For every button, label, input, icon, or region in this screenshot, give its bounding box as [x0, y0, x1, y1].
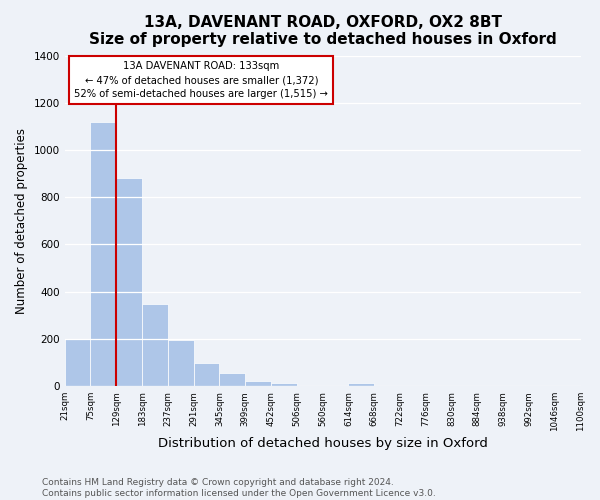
Bar [245, 382, 271, 386]
Bar [349, 382, 374, 386]
Bar [271, 382, 297, 386]
X-axis label: Distribution of detached houses by size in Oxford: Distribution of detached houses by size … [158, 437, 488, 450]
Bar [220, 373, 245, 386]
Title: 13A, DAVENANT ROAD, OXFORD, OX2 8BT
Size of property relative to detached houses: 13A, DAVENANT ROAD, OXFORD, OX2 8BT Size… [89, 15, 556, 48]
Bar [116, 178, 142, 386]
Bar [194, 362, 220, 386]
Bar [168, 340, 194, 386]
Text: Contains HM Land Registry data © Crown copyright and database right 2024.
Contai: Contains HM Land Registry data © Crown c… [42, 478, 436, 498]
Bar [91, 122, 116, 386]
Bar [65, 339, 91, 386]
Y-axis label: Number of detached properties: Number of detached properties [15, 128, 28, 314]
Bar [142, 304, 168, 386]
Text: 13A DAVENANT ROAD: 133sqm
← 47% of detached houses are smaller (1,372)
52% of se: 13A DAVENANT ROAD: 133sqm ← 47% of detac… [74, 62, 328, 100]
